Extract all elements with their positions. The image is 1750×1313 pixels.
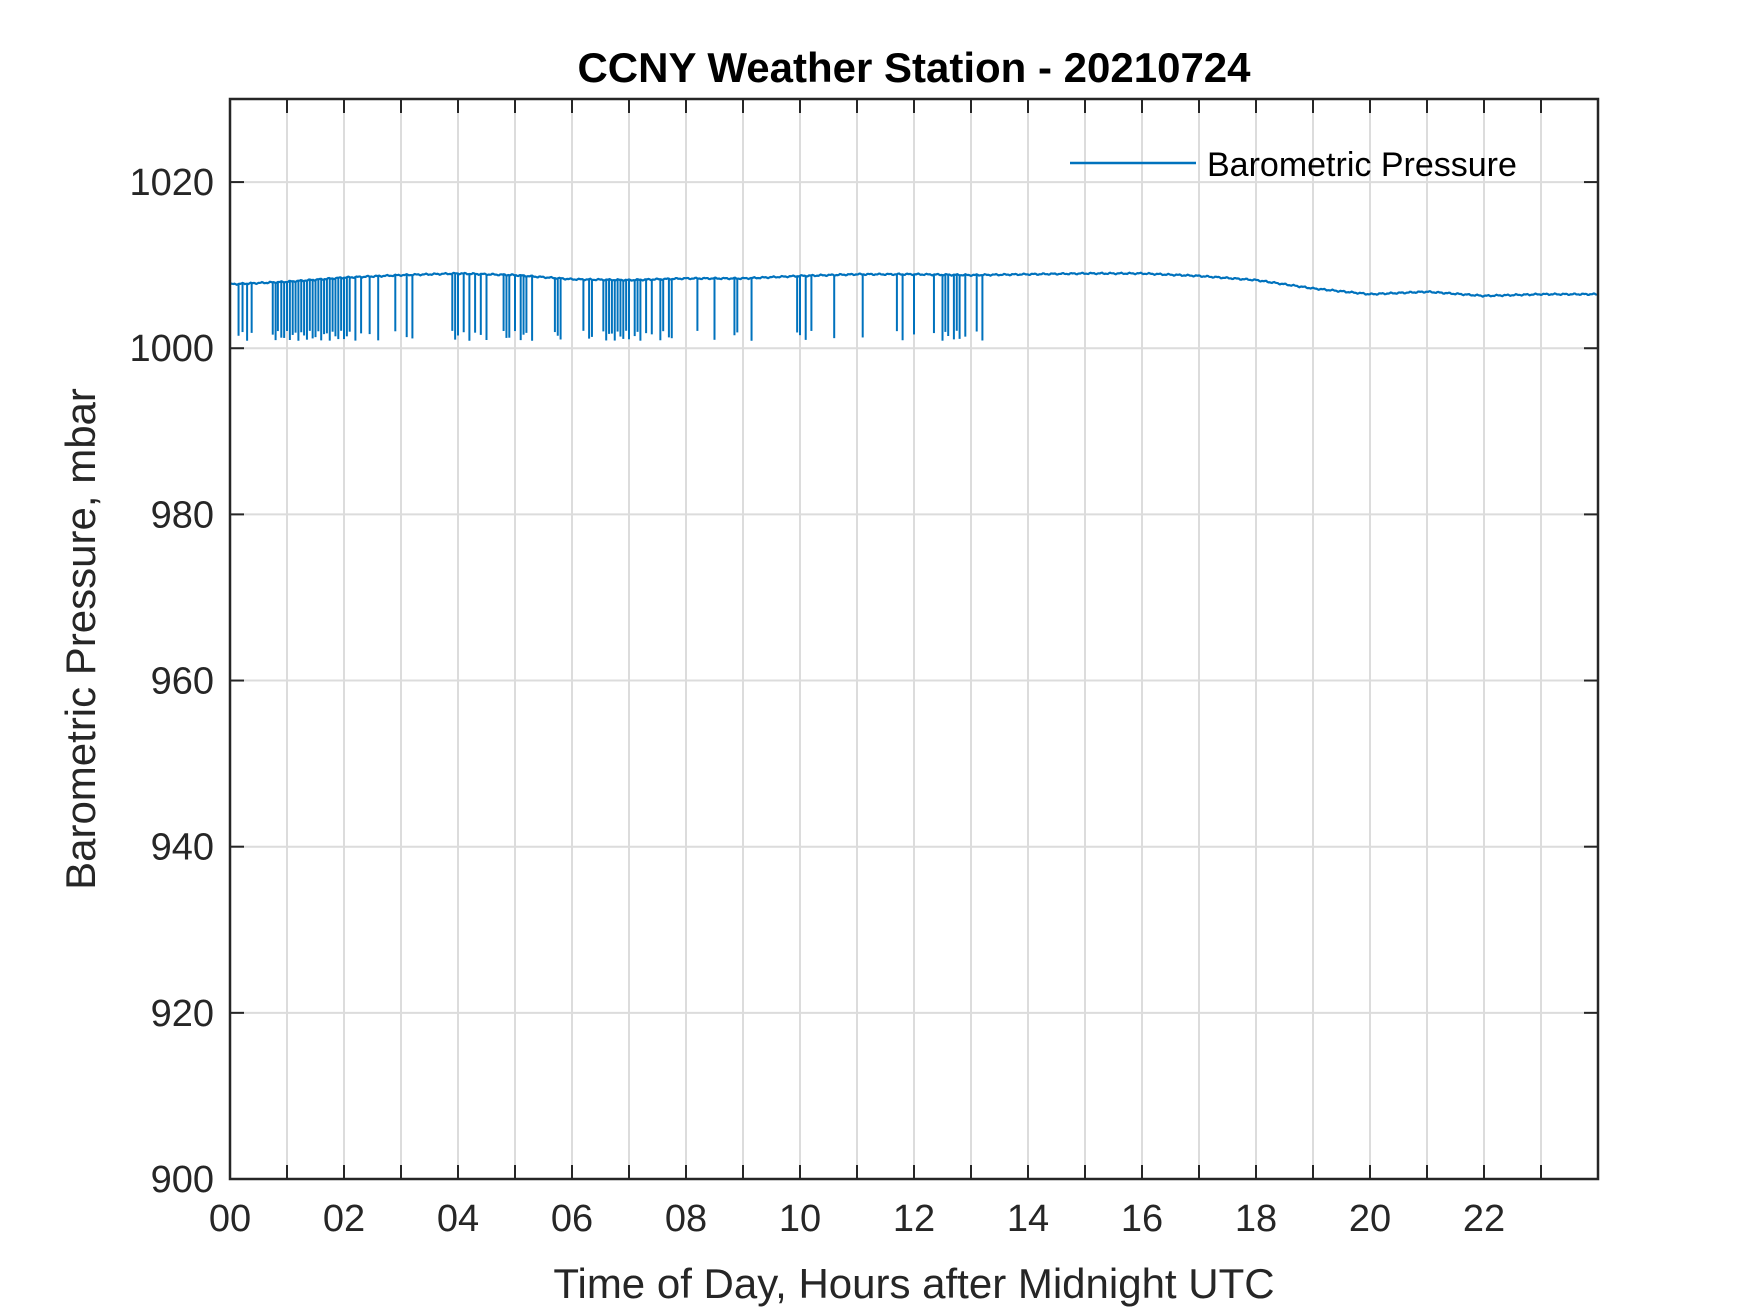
x-tick-label: 20 — [1349, 1198, 1391, 1240]
y-tick-label: 980 — [151, 494, 214, 536]
grid — [229, 99, 1598, 1180]
x-tick-label: 00 — [209, 1198, 251, 1240]
x-axis-label: Time of Day, Hours after Midnight UTC — [553, 1260, 1274, 1307]
x-tick-label: 02 — [323, 1198, 365, 1240]
x-tick-label: 18 — [1235, 1198, 1277, 1240]
y-tick-label: 1000 — [129, 328, 214, 370]
y-axis-label: Barometric Pressure, mbar — [57, 388, 104, 890]
x-tick-label: 16 — [1121, 1198, 1163, 1240]
chart-title: CCNY Weather Station - 20210724 — [577, 44, 1251, 91]
y-tick-label: 940 — [151, 827, 214, 869]
x-tick-label: 10 — [779, 1198, 821, 1240]
ticks — [229, 99, 1598, 1180]
y-tick-label: 900 — [151, 1159, 214, 1201]
x-tick-label: 22 — [1463, 1198, 1505, 1240]
series-layer — [229, 271, 1599, 341]
x-tick-label: 14 — [1007, 1198, 1049, 1240]
y-tick-label: 920 — [151, 993, 214, 1035]
y-tick-label: 960 — [151, 661, 214, 703]
x-tick-label: 04 — [437, 1198, 479, 1240]
x-tick-label: 12 — [893, 1198, 935, 1240]
x-tick-label: 06 — [551, 1198, 593, 1240]
x-tick-label: 08 — [665, 1198, 707, 1240]
legend: Barometric Pressure — [1070, 146, 1517, 184]
y-tick-label: 1020 — [129, 162, 214, 204]
legend-label: Barometric Pressure — [1207, 146, 1517, 184]
tick-labels: 00 02 04 06 08 10 12 14 16 18 20 22 900 920 940 960 980 1… — [129, 162, 1505, 1240]
